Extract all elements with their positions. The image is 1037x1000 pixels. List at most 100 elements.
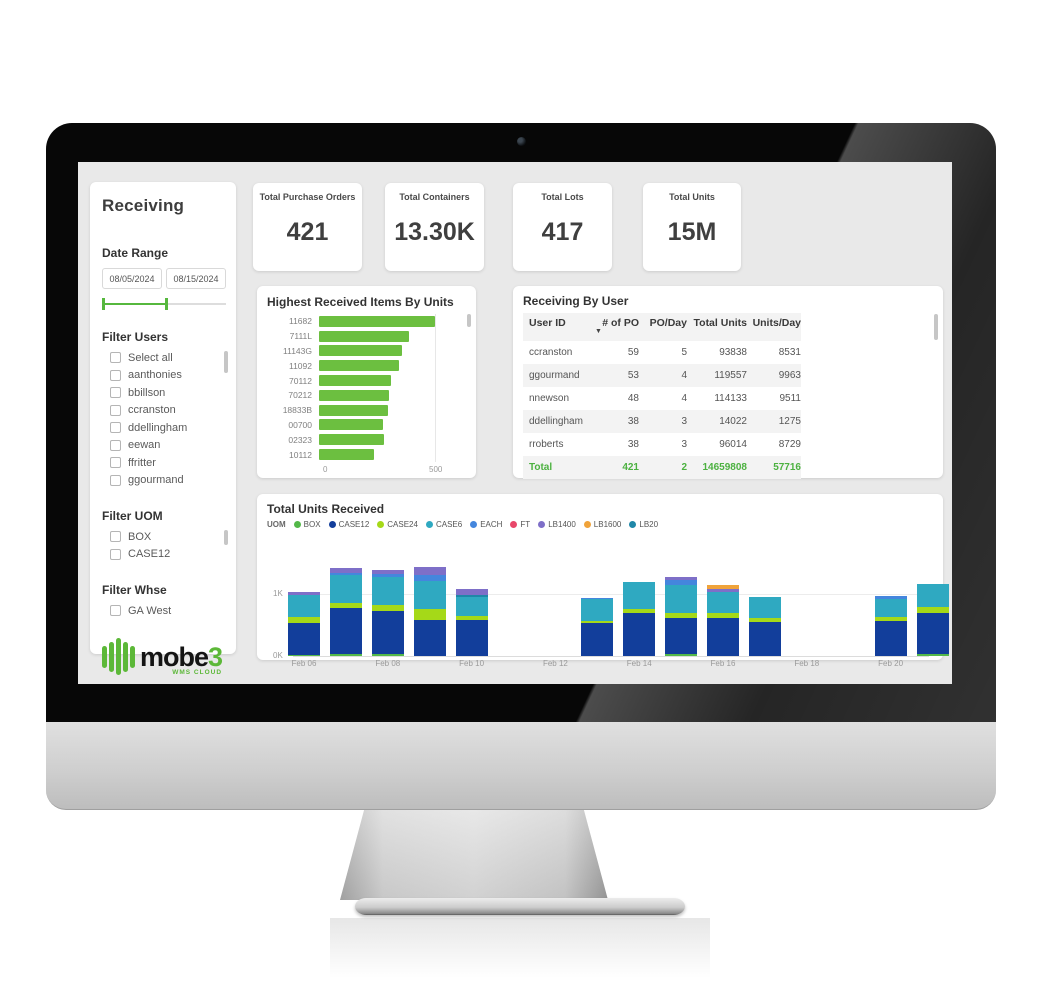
checkbox[interactable] — [110, 531, 121, 543]
hbar-bar[interactable] — [319, 315, 436, 327]
bar-segment-case24[interactable] — [288, 617, 320, 624]
bar-segment-case12[interactable] — [455, 619, 488, 656]
filter-option-eewan[interactable]: eewan — [102, 437, 224, 455]
bar-segment-each[interactable] — [413, 575, 446, 582]
hbar-bar[interactable] — [319, 419, 383, 431]
hbar-bar[interactable] — [319, 434, 384, 446]
bar-segment-case12[interactable] — [623, 613, 656, 656]
date-end-input[interactable] — [166, 268, 226, 289]
stacked-bar-feb-08[interactable] — [371, 570, 404, 656]
bar-segment-box[interactable] — [665, 654, 698, 656]
stacked-bar-feb-10[interactable] — [455, 588, 488, 656]
hbar-bar[interactable] — [319, 404, 388, 416]
filter-option-select-all[interactable]: Select all — [102, 349, 224, 367]
bar-segment-lb1400[interactable] — [665, 577, 698, 581]
bar-segment-box[interactable] — [288, 654, 320, 656]
filter-option-aanthonies[interactable]: aanthonies — [102, 367, 224, 385]
bar-segment-case12[interactable] — [413, 619, 446, 656]
bar-segment-box[interactable] — [916, 654, 949, 656]
legend-item-lb20[interactable]: LB20 — [629, 520, 658, 529]
bar-segment-case24[interactable] — [581, 620, 614, 624]
bar-segment-lb1400[interactable] — [455, 588, 488, 596]
bar-segment-lb1400[interactable] — [329, 568, 362, 573]
filter-option-ggourmand[interactable]: ggourmand — [102, 472, 224, 490]
legend-item-each[interactable]: EACH — [470, 520, 502, 529]
bar-segment-lb1400[interactable] — [371, 570, 404, 574]
bar-segment-case6[interactable] — [665, 584, 698, 614]
filter-option-ddellingham[interactable]: ddellingham — [102, 419, 224, 437]
hbar-bar[interactable] — [319, 360, 400, 372]
bar-segment-lb1600[interactable] — [707, 585, 739, 590]
bar-segment-case24[interactable] — [455, 615, 488, 620]
bar-segment-case6[interactable] — [916, 583, 949, 608]
stacked-bar-feb-15[interactable] — [665, 577, 698, 656]
filter-option-box[interactable]: BOX — [102, 528, 224, 546]
legend-item-lb1400[interactable]: LB1400 — [538, 520, 576, 529]
table-row[interactable]: ddellingham 38 3 14022 1275 — [523, 410, 801, 433]
bar-segment-case24[interactable] — [371, 604, 404, 612]
date-start-input[interactable] — [102, 268, 162, 289]
stacked-bar-feb-07[interactable] — [329, 568, 362, 656]
bar-segment-case6[interactable] — [707, 591, 739, 614]
bar-segment-case6[interactable] — [329, 575, 362, 604]
checkbox[interactable] — [110, 352, 121, 364]
bar-segment-case12[interactable] — [329, 608, 362, 654]
bar-segment-case24[interactable] — [874, 616, 907, 622]
bar-segment-case6[interactable] — [748, 596, 781, 618]
column-header--of-po[interactable]: # of PO ▼ — [593, 317, 639, 335]
bar-segment-lb20[interactable] — [455, 595, 488, 597]
bar-segment-case24[interactable] — [329, 603, 362, 609]
hbar-bar[interactable] — [319, 375, 392, 387]
filter-option-ffritter[interactable]: ffritter — [102, 454, 224, 472]
legend-item-case12[interactable]: CASE12 — [328, 520, 369, 529]
bar-segment-each[interactable] — [581, 597, 614, 600]
bar-segment-case12[interactable] — [707, 618, 739, 656]
bar-segment-case12[interactable] — [665, 618, 698, 655]
legend-item-case6[interactable]: CASE6 — [425, 520, 462, 529]
bar-segment-case6[interactable] — [455, 596, 488, 616]
list-scrollbar[interactable] — [224, 530, 228, 545]
bar-segment-case24[interactable] — [623, 608, 656, 614]
filter-option-ga-west[interactable]: GA West — [102, 602, 224, 620]
bar-segment-case12[interactable] — [748, 622, 781, 656]
stacked-bar-feb-20[interactable] — [874, 595, 907, 656]
bar-segment-lb1400[interactable] — [288, 591, 320, 595]
bar-segment-case12[interactable] — [916, 612, 949, 655]
legend-item-lb1600[interactable]: LB1600 — [583, 520, 621, 529]
stacked-bar-feb-09[interactable] — [413, 566, 446, 656]
bar-segment-each[interactable] — [371, 573, 404, 578]
slider-handle-start[interactable] — [102, 298, 105, 310]
column-header-units-day[interactable]: Units/Day — [747, 317, 801, 329]
stacked-bar-feb-16[interactable] — [707, 585, 739, 656]
filter-option-bbillson[interactable]: bbillson — [102, 384, 224, 402]
legend-item-ft[interactable]: FT — [510, 520, 530, 529]
checkbox[interactable] — [110, 605, 121, 617]
date-range-slider[interactable] — [102, 297, 226, 310]
bar-segment-case6[interactable] — [371, 577, 404, 605]
legend-item-box[interactable]: BOX — [293, 520, 321, 529]
bar-segment-case24[interactable] — [413, 608, 446, 620]
hbar-bar[interactable] — [319, 345, 403, 357]
bar-segment-box[interactable] — [329, 653, 362, 656]
column-header-po-day[interactable]: PO/Day — [639, 317, 687, 329]
checkbox[interactable] — [110, 369, 121, 381]
table-row[interactable]: rroberts 38 3 96014 8729 — [523, 433, 801, 456]
checkbox[interactable] — [110, 457, 121, 469]
bar-segment-case24[interactable] — [707, 613, 739, 619]
bar-segment-case6[interactable] — [413, 581, 446, 609]
bar-segment-case6[interactable] — [288, 594, 320, 618]
bar-segment-case6[interactable] — [623, 582, 656, 609]
checkbox[interactable] — [110, 422, 121, 434]
hbar-bar[interactable] — [319, 449, 374, 461]
table-scrollbar[interactable] — [934, 314, 938, 340]
bar-segment-each[interactable] — [329, 572, 362, 576]
checkbox[interactable] — [110, 404, 121, 416]
slider-handle-end[interactable] — [165, 298, 169, 310]
checkbox[interactable] — [110, 387, 121, 399]
bar-segment-each[interactable] — [665, 580, 698, 585]
bar-segment-case12[interactable] — [581, 623, 614, 656]
filter-option-case12[interactable]: CASE12 — [102, 546, 224, 564]
bar-segment-case24[interactable] — [748, 617, 781, 622]
stacked-bar-feb-06[interactable] — [288, 591, 320, 656]
hbar-bar[interactable] — [319, 330, 409, 342]
